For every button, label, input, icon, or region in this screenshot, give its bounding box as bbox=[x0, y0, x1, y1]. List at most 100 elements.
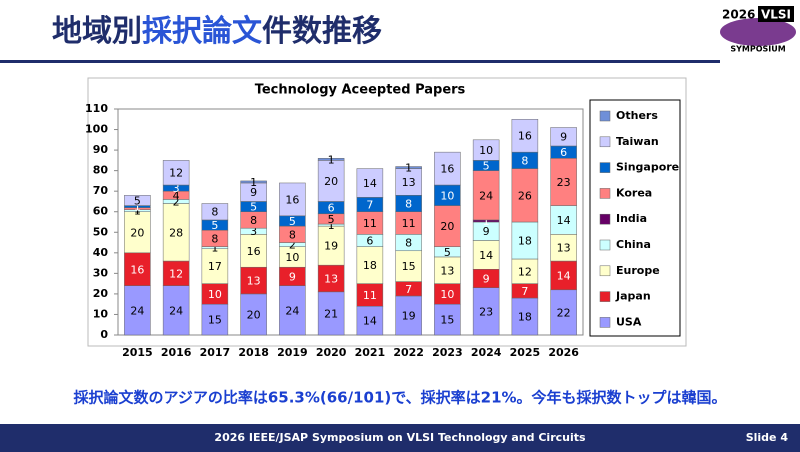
bar-segment bbox=[395, 250, 422, 282]
summary: 採択論文数のアジアの比率は65.3%(66/101)で、採択率は21%。今年も採… bbox=[73, 389, 726, 407]
data-label: 28 bbox=[169, 226, 183, 239]
data-label: 13 bbox=[247, 275, 261, 288]
data-label: 7 bbox=[405, 283, 412, 296]
data-label: 14 bbox=[557, 269, 571, 282]
logo-box bbox=[758, 6, 794, 22]
bar-segment bbox=[511, 119, 539, 153]
data-label: 18 bbox=[518, 311, 532, 324]
data-label: 1 bbox=[328, 153, 335, 166]
x-tick-label: 2017 bbox=[200, 346, 231, 359]
data-label: 20 bbox=[440, 220, 454, 233]
legend-label: USA bbox=[616, 315, 642, 328]
data-label: 19 bbox=[402, 309, 416, 322]
data-label: 5 bbox=[250, 201, 257, 214]
data-label: 16 bbox=[285, 193, 299, 206]
x-tick-label: 2016 bbox=[161, 346, 192, 359]
data-label: 9 bbox=[250, 186, 257, 199]
data-label: 6 bbox=[366, 234, 373, 247]
bar-segment bbox=[550, 234, 577, 262]
y-tick-label: 0 bbox=[100, 328, 108, 341]
bar-segment bbox=[240, 266, 267, 295]
y-tick-label: 60 bbox=[93, 205, 109, 218]
x-tick-label: 2020 bbox=[316, 346, 347, 359]
data-label: 7 bbox=[366, 199, 373, 212]
data-label: 5 bbox=[444, 246, 451, 259]
data-label: 16 bbox=[130, 263, 144, 276]
title-part: 件数推移 bbox=[262, 14, 382, 49]
bar-segment bbox=[434, 256, 461, 284]
data-label: 3 bbox=[250, 225, 257, 238]
bar-segment bbox=[550, 127, 577, 147]
data-label: 24 bbox=[130, 304, 144, 317]
data-label: 9 bbox=[483, 273, 490, 286]
y-tick-label: 90 bbox=[93, 143, 109, 156]
y-tick-label: 40 bbox=[93, 246, 109, 259]
data-label: 22 bbox=[557, 306, 571, 319]
data-label: 11 bbox=[402, 217, 416, 230]
bar-segment bbox=[472, 170, 500, 221]
data-label: 26 bbox=[518, 189, 532, 202]
data-label: 6 bbox=[328, 202, 335, 215]
data-label: 21 bbox=[324, 307, 338, 320]
data-label: 1 bbox=[250, 176, 257, 189]
data-label: 9 bbox=[289, 270, 296, 283]
logo-sub: SYMPOSIUM bbox=[730, 45, 785, 54]
bar-segment bbox=[279, 182, 306, 217]
y-tick-label: 30 bbox=[93, 266, 109, 279]
legend-label: Others bbox=[616, 109, 658, 122]
data-label: 5 bbox=[289, 215, 296, 228]
x-tick-label: 2022 bbox=[393, 346, 424, 359]
data-label: 9 bbox=[483, 225, 490, 238]
bar-segment bbox=[472, 287, 500, 336]
bar-segment bbox=[201, 203, 229, 221]
bar-segment bbox=[279, 285, 306, 336]
data-label: 23 bbox=[557, 176, 571, 189]
data-label: 24 bbox=[479, 189, 493, 202]
data-label: 7 bbox=[521, 285, 528, 298]
data-label: 8 bbox=[211, 232, 218, 245]
data-label: 3 bbox=[173, 182, 180, 195]
data-label: 5 bbox=[134, 194, 141, 207]
x-tick-label: 2026 bbox=[548, 346, 579, 359]
data-label: 4 bbox=[173, 189, 180, 202]
data-label: 8 bbox=[250, 214, 257, 227]
legend-label: Korea bbox=[616, 186, 652, 199]
logo-name: VLSI bbox=[761, 8, 791, 22]
bar-segment bbox=[472, 240, 500, 270]
data-label: 20 bbox=[130, 226, 144, 239]
data-label: 18 bbox=[363, 259, 377, 272]
bar-segment bbox=[550, 289, 577, 336]
legend-swatch bbox=[599, 265, 611, 277]
bar-segment bbox=[201, 248, 229, 284]
plot-area bbox=[117, 108, 584, 336]
title-part: 採択論文 bbox=[142, 14, 262, 49]
logo-disc bbox=[720, 18, 796, 46]
bar-segment bbox=[395, 166, 422, 169]
legend-label: India bbox=[616, 212, 647, 225]
bar-segment bbox=[550, 158, 577, 206]
data-label: 14 bbox=[557, 214, 571, 227]
data-label: 2 bbox=[173, 195, 180, 208]
data-label: 24 bbox=[169, 304, 183, 317]
y-tick-label: 10 bbox=[93, 307, 109, 320]
legend-swatch bbox=[599, 162, 611, 173]
legend-swatch bbox=[599, 213, 611, 225]
data-label: 1 bbox=[328, 219, 335, 232]
data-label: 10 bbox=[440, 288, 454, 301]
logo: 2026 VLSI SYMPOSIUM bbox=[720, 6, 796, 54]
data-label: 9 bbox=[560, 131, 567, 144]
y-tick-label: 80 bbox=[93, 164, 109, 177]
data-label: 8 bbox=[289, 228, 296, 241]
data-label: 10 bbox=[285, 251, 299, 264]
y-tick-label: 110 bbox=[85, 102, 108, 115]
legend-swatch bbox=[599, 239, 611, 251]
data-label: 13 bbox=[440, 264, 454, 277]
bar-segment bbox=[162, 285, 190, 336]
x-tick-label: 2025 bbox=[510, 346, 541, 359]
data-label: 5 bbox=[328, 213, 335, 226]
data-label: 2 bbox=[289, 239, 296, 252]
legend-label: Taiwan bbox=[616, 135, 659, 148]
data-label: 14 bbox=[363, 177, 377, 190]
y-tick-label: 20 bbox=[93, 287, 109, 300]
bar-segment bbox=[162, 203, 190, 262]
